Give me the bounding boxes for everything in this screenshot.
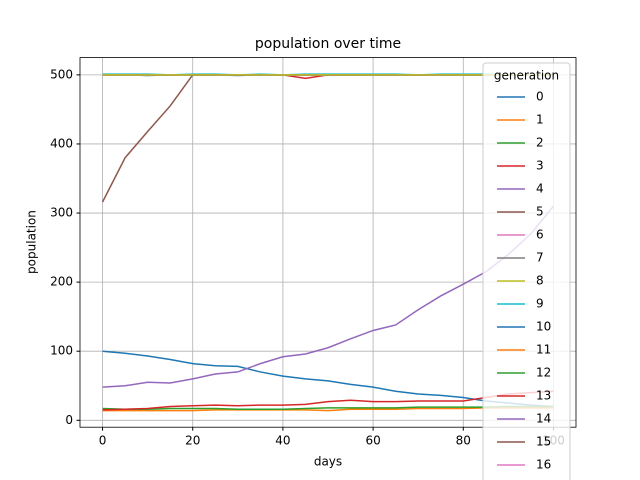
chart-title: population over time — [255, 36, 401, 52]
legend-label: 16 — [536, 458, 551, 472]
y-tick-label: 300 — [50, 206, 73, 220]
x-tick-label: 40 — [275, 434, 290, 448]
series-line — [102, 405, 554, 410]
legend-label: 3 — [536, 159, 544, 173]
series-line — [102, 350, 554, 408]
legend-label: 11 — [536, 343, 551, 357]
y-tick-label: 200 — [50, 275, 73, 289]
legend-label: 14 — [536, 412, 551, 426]
series-line — [102, 407, 554, 412]
legend-label: 15 — [536, 435, 551, 449]
legend-label: 5 — [536, 205, 544, 219]
legend-label: 12 — [536, 366, 551, 380]
legend-label: 4 — [536, 182, 544, 196]
legend-label: 13 — [536, 389, 551, 403]
legend-label: 1 — [536, 113, 544, 127]
y-tick-label: 0 — [65, 413, 73, 427]
x-tick-label: 20 — [185, 434, 200, 448]
x-tick-label: 60 — [365, 434, 380, 448]
plot-frame — [79, 57, 577, 428]
y-axis-label: population — [25, 210, 39, 274]
legend-label: 6 — [536, 228, 544, 242]
legend-label: 9 — [536, 297, 544, 311]
series-line — [102, 390, 554, 411]
legend-label: 8 — [536, 274, 544, 288]
x-axis-label: days — [314, 455, 342, 469]
legend-title: generation — [494, 69, 559, 83]
legend-label: 0 — [536, 90, 544, 104]
legend-label: 7 — [536, 251, 544, 265]
y-tick-label: 500 — [50, 67, 73, 81]
y-tick-label: 400 — [50, 136, 73, 150]
series-line — [102, 205, 555, 388]
x-tick-label: 0 — [99, 434, 107, 448]
x-tick-label: 80 — [456, 434, 471, 448]
legend-box — [482, 62, 571, 480]
y-tick-label: 100 — [50, 344, 73, 358]
legend-label: 2 — [536, 136, 544, 150]
legend-label: 10 — [536, 320, 551, 334]
